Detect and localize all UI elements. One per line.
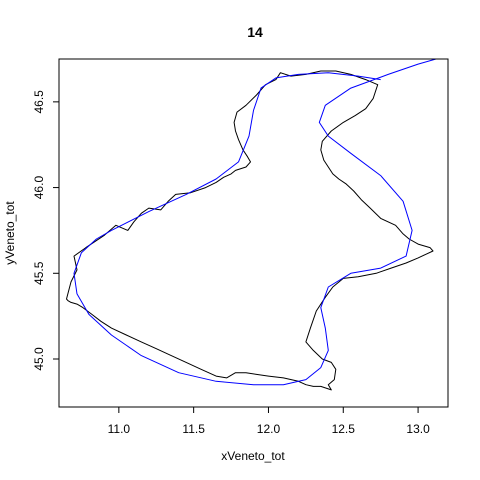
x-tick-label: 13.0 (406, 422, 430, 436)
y-tick-label: 45.5 (32, 261, 46, 285)
x-axis-label: xVeneto_tot (221, 449, 285, 463)
fitted-curve-1 (74, 56, 448, 385)
x-tick-label: 11.0 (108, 422, 131, 436)
x-tick-label: 12.0 (257, 422, 281, 436)
chart-title: 14 (247, 24, 263, 40)
x-tick-label: 12.5 (332, 422, 356, 436)
x-tick-label: 11.5 (182, 422, 205, 436)
y-tick-label: 45.0 (32, 347, 46, 371)
y-tick-label: 46.5 (32, 90, 46, 114)
y-tick-label: 46.0 (32, 176, 46, 200)
y-axis: 45.0 45.5 46.0 46.5 (32, 90, 59, 371)
fitted-curve-2 (111, 73, 380, 231)
x-axis: 11.0 11.5 12.0 12.5 13.0 (108, 407, 430, 436)
series-layer (67, 56, 449, 390)
y-axis-label: yVeneto_tot (3, 201, 17, 265)
